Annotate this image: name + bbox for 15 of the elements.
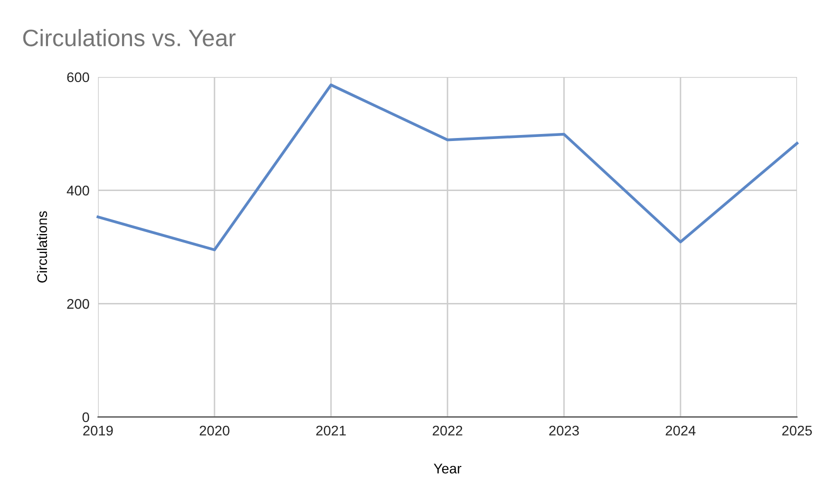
x-tick-label: 2025 [782,426,812,436]
y-tick-label: 400 [66,186,90,196]
x-axis-title: Year [434,464,462,474]
x-tick-label: 2019 [83,426,113,436]
x-tick-label: 2023 [549,426,579,436]
y-axis-title: Circulations [36,211,48,283]
x-tick-label: 2024 [666,426,696,436]
x-tick-label: 2020 [200,426,230,436]
y-tick-label: 600 [67,72,90,82]
y-tick-label: 0 [82,412,90,422]
x-tick-label: 2022 [432,426,462,436]
chart-title: Circulations vs. Year [23,28,236,46]
line-series [96,84,798,252]
x-tick-label: 2021 [316,426,346,436]
y-tick-label: 200 [67,299,90,309]
